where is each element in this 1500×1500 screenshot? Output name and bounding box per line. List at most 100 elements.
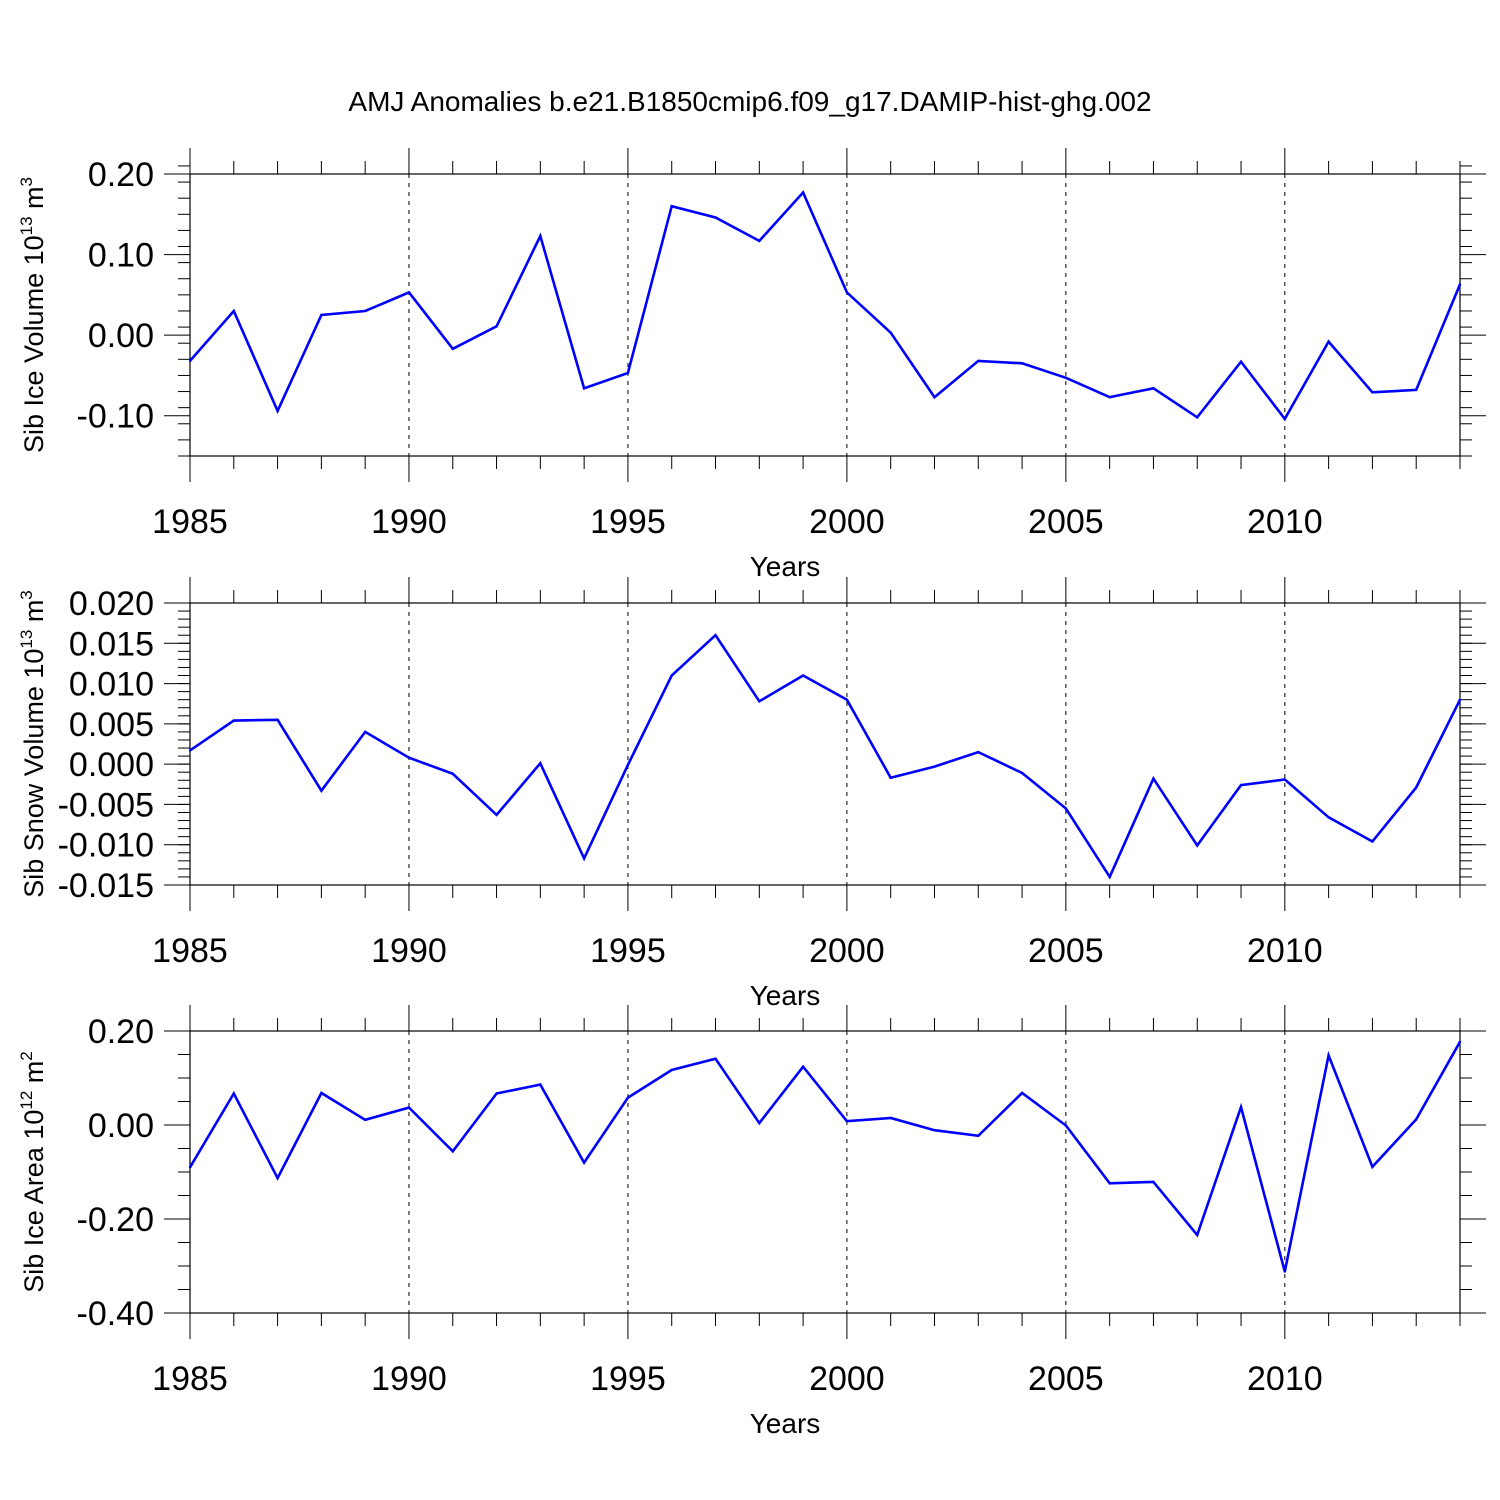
- data-point: [407, 1106, 411, 1109]
- data-point: [1371, 391, 1374, 394]
- data-point: [801, 1065, 805, 1068]
- y-tick-label: 0.10: [88, 237, 154, 275]
- data-point: [1196, 1233, 1199, 1237]
- data-point: [1064, 807, 1068, 810]
- data-point: [276, 409, 279, 413]
- data-point: [495, 325, 498, 328]
- data-point: [626, 371, 630, 375]
- x-tick-label: 2005: [1028, 1360, 1104, 1398]
- data-point: [845, 698, 849, 701]
- data-point: [363, 309, 367, 313]
- x-axis-label: Years: [750, 551, 821, 582]
- y-axis-label: Sib Ice Area 1012 m2: [17, 1051, 49, 1293]
- data-point: [758, 1121, 761, 1125]
- data-point: [670, 674, 673, 677]
- y-tick-label: 0.020: [69, 585, 154, 623]
- data-point: [977, 1134, 980, 1138]
- data-point: [758, 700, 761, 703]
- x-tick-label: 2000: [809, 932, 885, 970]
- data-point: [1020, 362, 1024, 365]
- x-tick-label: 1985: [152, 503, 228, 541]
- y-tick-label: -0.005: [58, 786, 154, 824]
- plot-frame: [189, 1030, 1461, 1314]
- data-point: [1108, 1182, 1111, 1185]
- data-point: [1327, 340, 1330, 343]
- x-tick-label: 1985: [152, 1360, 228, 1398]
- data-point: [451, 347, 454, 351]
- data-point: [1371, 1165, 1374, 1169]
- data-point: [1152, 777, 1155, 780]
- data-point: [1415, 388, 1418, 392]
- x-tick-label: 1995: [590, 1360, 666, 1398]
- data-point: [495, 1092, 498, 1095]
- y-axis-label: Sib Snow Volume 1013 m3: [17, 590, 49, 898]
- y-tick-label: 0.010: [69, 666, 154, 704]
- y-tick-label: -0.10: [77, 398, 155, 436]
- data-point: [714, 216, 717, 219]
- data-point: [1371, 840, 1374, 843]
- panel-3: 1985 1990 1995 2000 2005 2010 -0.40 -0.20 0.00 0.…: [17, 1005, 1486, 1439]
- x-tick-label: 2000: [809, 1360, 885, 1398]
- y-tick-label: 0.00: [88, 1107, 154, 1145]
- data-point: [495, 813, 498, 817]
- y-tick-label: 0.005: [69, 706, 154, 744]
- data-point: [1020, 1091, 1024, 1095]
- x-tick-label: 1990: [371, 932, 447, 970]
- data-point: [714, 1057, 717, 1060]
- data-point: [320, 313, 323, 317]
- data-point: [232, 719, 235, 722]
- data-point: [626, 763, 630, 767]
- series-line: [189, 190, 1462, 422]
- data-point: [451, 1150, 454, 1153]
- data-point: [1064, 376, 1068, 380]
- data-point: [1152, 1180, 1155, 1184]
- y-tick-label: 0.015: [69, 625, 154, 663]
- y-tick-label: 0.20: [88, 1013, 154, 1051]
- x-tick-label: 1990: [371, 503, 447, 541]
- data-point: [582, 1161, 586, 1164]
- data-point: [801, 191, 805, 194]
- data-point: [1108, 395, 1111, 399]
- data-point: [1239, 783, 1243, 787]
- data-point: [626, 1096, 630, 1099]
- y-tick-label: 0.20: [88, 156, 154, 194]
- data-point: [1283, 1270, 1287, 1273]
- data-point: [363, 1118, 367, 1122]
- x-tick-label: 2010: [1247, 503, 1323, 541]
- data-point: [539, 1083, 542, 1086]
- figure-title: AMJ Anomalies b.e21.B1850cmip6.f09_g17.D…: [348, 86, 1151, 117]
- data-point: [977, 359, 980, 363]
- data-point: [320, 1091, 323, 1095]
- data-point: [1239, 360, 1243, 363]
- data-point: [539, 234, 542, 238]
- x-tick-label: 1995: [590, 932, 666, 970]
- x-tick-label: 1990: [371, 1360, 447, 1398]
- x-tick-label: 1995: [590, 503, 666, 541]
- x-tick-label: 2010: [1247, 932, 1323, 970]
- data-point: [714, 634, 717, 637]
- data-point: [1020, 771, 1024, 775]
- y-tick-label: 0.00: [88, 317, 154, 355]
- data-point: [1283, 778, 1287, 781]
- x-tick-label: 2005: [1028, 932, 1104, 970]
- y-tick-label: 0.000: [69, 746, 154, 784]
- data-point: [801, 674, 805, 677]
- series-line: [188, 1041, 1462, 1272]
- data-point: [933, 1128, 936, 1132]
- panel-2: 1985 1990 1995 2000 2005 2010 -0.015-0.010-0.0…: [17, 577, 1486, 1011]
- data-point: [407, 291, 411, 294]
- panel-1: 1985 1990 1995 2000 2005 2010 -0.10 0.00 0.10 0.2…: [17, 148, 1486, 582]
- data-point: [451, 772, 454, 776]
- y-axis-label: Sib Ice Volume 1013 m3: [17, 177, 49, 453]
- data-point: [1239, 1105, 1243, 1109]
- plot-frame: [189, 602, 1461, 886]
- data-point: [1196, 416, 1199, 419]
- data-point: [1108, 875, 1111, 879]
- data-point: [889, 1116, 892, 1120]
- data-point: [1327, 816, 1330, 819]
- data-point: [933, 395, 936, 399]
- y-tick-label: -0.010: [58, 827, 154, 865]
- data-point: [320, 789, 323, 792]
- data-point: [188, 359, 192, 363]
